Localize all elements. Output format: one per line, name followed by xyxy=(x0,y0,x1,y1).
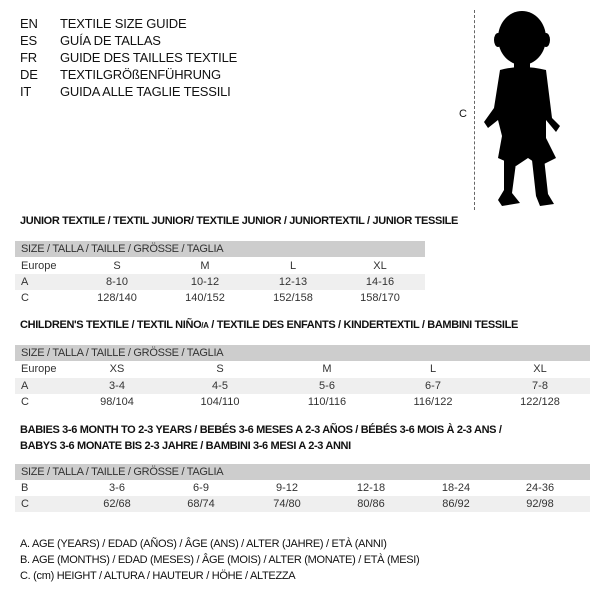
language-line: DE TEXTILGRÖßENFÜHRUNG xyxy=(20,66,221,83)
language-title: GUIDE DES TAILLES TEXTILE xyxy=(60,50,238,65)
row-label: C xyxy=(21,498,29,510)
language-line: IT GUIDA ALLE TAGLIE TESSILI xyxy=(20,83,231,100)
table-cell: 12-18 xyxy=(356,482,386,494)
language-line: EN TEXTILE SIZE GUIDE xyxy=(20,15,187,32)
row-label: A xyxy=(21,380,29,392)
height-dashed-line xyxy=(474,10,475,210)
table-row: C 62/68 68/74 74/80 80/86 86/92 92/98 xyxy=(15,496,590,512)
table-cell: L xyxy=(429,363,437,375)
table-cell: 140/152 xyxy=(185,292,225,304)
language-line: FR GUIDE DES TAILLES TEXTILE xyxy=(20,49,237,66)
table-cell: L xyxy=(289,260,297,272)
table-row: A 3-4 4-5 5-6 6-7 7-8 xyxy=(15,378,590,394)
table-cell: 68/74 xyxy=(187,498,215,510)
table-cell: S xyxy=(113,260,121,272)
table-cell: 12-13 xyxy=(278,276,308,288)
language-title: GUÍA DE TALLAS xyxy=(60,33,161,48)
row-label: C xyxy=(21,292,29,304)
row-label: C xyxy=(21,396,29,408)
table-row: C 98/104 104/110 110/116 116/122 122/128 xyxy=(15,394,590,410)
legend-line: B. AGE (MONTHS) / EDAD (MESES) / ÂGE (MO… xyxy=(20,554,420,566)
row-label: Europe xyxy=(21,260,57,272)
table-row: Europe S M L XL xyxy=(15,258,425,274)
table-cell: 92/98 xyxy=(526,498,554,510)
language-title: TEXTILGRÖßENFÜHRUNG xyxy=(60,67,221,82)
language-title: GUIDA ALLE TAGLIE TESSILI xyxy=(60,84,231,99)
table-cell: 3-6 xyxy=(109,482,125,494)
row-label: B xyxy=(21,482,29,494)
table-cell: XS xyxy=(109,363,125,375)
table-cell: 4-5 xyxy=(212,380,228,392)
table-cell: 24-36 xyxy=(525,482,555,494)
babies-title-line1: BABIES 3-6 MONTH TO 2-3 YEARS / BEBÉS 3-… xyxy=(20,424,502,436)
junior-title: JUNIOR TEXTILE / TEXTIL JUNIOR/ TEXTILE … xyxy=(20,215,459,227)
language-code: IT xyxy=(20,84,32,99)
language-title: TEXTILE SIZE GUIDE xyxy=(60,16,187,31)
language-code: FR xyxy=(20,50,37,65)
table-cell: 14-16 xyxy=(365,276,395,288)
table-row: Europe XS S M L XL xyxy=(15,361,590,377)
table-cell: 122/128 xyxy=(520,396,560,408)
table-cell: XL xyxy=(373,260,387,272)
table-cell: 9-12 xyxy=(275,482,299,494)
table-cell: 8-10 xyxy=(105,276,129,288)
table-cell: 6-9 xyxy=(193,482,209,494)
table-cell: 6-7 xyxy=(425,380,441,392)
table-row: B 3-6 6-9 9-12 12-18 18-24 24-36 xyxy=(15,480,590,496)
children-title: CHILDREN'S TEXTILE / TEXTIL NIÑO/A / TEX… xyxy=(20,319,518,331)
language-code: EN xyxy=(20,16,38,31)
table-cell: 128/140 xyxy=(97,292,137,304)
table-row: A 8-10 10-12 12-13 14-16 xyxy=(15,274,425,290)
table-cell: 98/104 xyxy=(100,396,134,408)
table-cell: 18-24 xyxy=(441,482,471,494)
table-cell: S xyxy=(216,363,224,375)
table-row: C 128/140 140/152 152/158 158/170 xyxy=(15,290,425,306)
table-cell: 110/116 xyxy=(307,396,347,408)
table-cell: 74/80 xyxy=(273,498,301,510)
table-cell: 86/92 xyxy=(442,498,470,510)
junior-size-header: SIZE / TALLA / TAILLE / GRÖSSE / TAGLIA xyxy=(15,241,425,257)
height-label: C xyxy=(459,108,467,120)
table-cell: 116/122 xyxy=(413,396,453,408)
child-silhouette-icon xyxy=(484,11,560,206)
children-size-header: SIZE / TALLA / TAILLE / GRÖSSE / TAGLIA xyxy=(15,345,590,361)
table-cell: 80/86 xyxy=(357,498,385,510)
legend-line: C. (cm) HEIGHT / ALTURA / HAUTEUR / HÖHE… xyxy=(20,570,296,582)
language-line: ES GUÍA DE TALLAS xyxy=(20,32,161,49)
babies-title-line2: BABYS 3-6 MONATE BIS 2-3 JAHRE / BAMBINI… xyxy=(20,440,351,452)
babies-size-header: SIZE / TALLA / TAILLE / GRÖSSE / TAGLIA xyxy=(15,464,590,480)
language-code: ES xyxy=(20,33,37,48)
table-cell: 10-12 xyxy=(190,276,220,288)
row-label: Europe xyxy=(21,363,57,375)
table-cell: XL xyxy=(533,363,547,375)
table-cell: M xyxy=(200,260,210,272)
table-cell: 104/110 xyxy=(200,396,240,408)
table-cell: 152/158 xyxy=(273,292,313,304)
table-cell: 3-4 xyxy=(109,380,125,392)
table-cell: 5-6 xyxy=(319,380,335,392)
table-cell: 158/170 xyxy=(360,292,400,304)
row-label: A xyxy=(21,276,29,288)
table-cell: 7-8 xyxy=(532,380,548,392)
table-cell: 62/68 xyxy=(103,498,131,510)
table-cell: M xyxy=(322,363,332,375)
legend-line: A. AGE (YEARS) / EDAD (AÑOS) / ÂGE (ANS)… xyxy=(20,538,387,550)
language-code: DE xyxy=(20,67,38,82)
